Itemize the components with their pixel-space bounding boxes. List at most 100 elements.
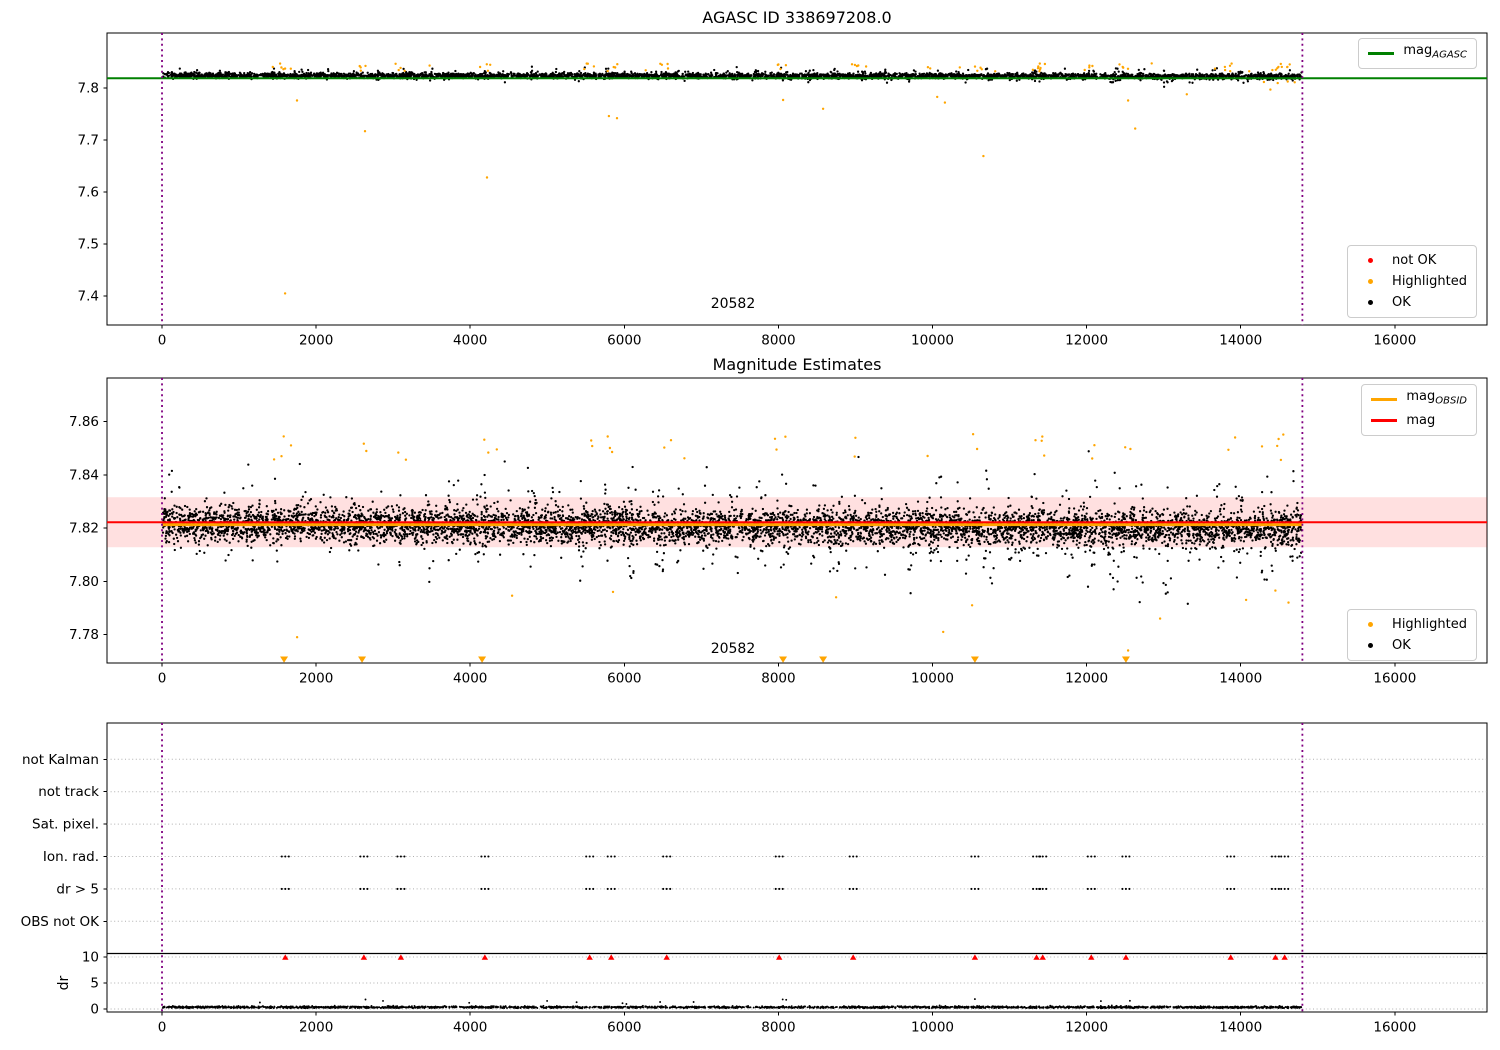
x-tick-label: 4000 xyxy=(453,333,487,349)
legend-line-sample xyxy=(1368,52,1395,55)
x-tick-label: 12000 xyxy=(1065,333,1108,349)
y-tick-label: 7.4 xyxy=(78,289,99,305)
highlighted-dot-icon xyxy=(1367,622,1373,627)
legend-row: magAGASC xyxy=(1368,43,1467,64)
mag-line-icon xyxy=(1371,419,1398,422)
flag-marker-not-ok xyxy=(776,954,783,960)
flag-marker-not-ok xyxy=(481,954,489,960)
mag-agasc-line-icon xyxy=(1368,52,1395,55)
legend-row: magOBSID xyxy=(1371,389,1467,410)
legend-dot-sample xyxy=(1357,643,1383,648)
legend-label: mag xyxy=(1406,412,1436,428)
x-tick-label: 10000 xyxy=(911,671,954,687)
x-tick-label: 8000 xyxy=(761,333,795,349)
x-tick-label: 16000 xyxy=(1373,333,1416,349)
clipped-low-marker xyxy=(358,656,367,663)
legend-mag-lines: magOBSID mag xyxy=(1361,384,1477,436)
dr-tick-label: 0 xyxy=(90,1002,99,1018)
legend-label: Highlighted xyxy=(1392,616,1467,632)
legend-label: magAGASC xyxy=(1403,43,1467,61)
panel2-title: Magnitude Estimates xyxy=(712,355,882,374)
flag-category-label: not track xyxy=(38,784,99,800)
flag-category-label: OBS not OK xyxy=(21,914,101,930)
x-tick-label: 8000 xyxy=(761,1020,795,1036)
flag-marker-not-ok xyxy=(1122,954,1130,960)
legend-row: OK xyxy=(1357,635,1467,656)
flag-category-label: not Kalman xyxy=(22,752,99,768)
flag-marker-ok xyxy=(280,855,1290,890)
flag-marker-not-ok xyxy=(1227,954,1234,960)
legend-row: not OK xyxy=(1357,250,1467,271)
y-tick-label: 7.86 xyxy=(69,414,99,430)
legend-mag-agasc: magAGASC xyxy=(1358,38,1477,69)
flag-marker-not-ok xyxy=(586,954,593,960)
x-tick-label: 2000 xyxy=(299,671,333,687)
x-tick-label: 16000 xyxy=(1373,1020,1416,1036)
y-tick-label: 7.7 xyxy=(78,133,99,149)
x-tick-label: 8000 xyxy=(761,671,795,687)
scatter-highlighted xyxy=(272,433,1290,652)
x-tick-label: 6000 xyxy=(607,333,641,349)
flag-marker-not-ok xyxy=(397,954,405,960)
x-tick-label: 14000 xyxy=(1219,333,1262,349)
y-tick-label: 7.6 xyxy=(78,185,99,201)
x-tick-label: 0 xyxy=(158,671,167,687)
panel1-title: AGASC ID 338697208.0 xyxy=(702,8,892,27)
flag-marker-not-ok xyxy=(360,954,368,960)
x-tick-label: 4000 xyxy=(453,1020,487,1036)
flag-marker-not-ok xyxy=(1039,954,1046,960)
legend-dot-sample xyxy=(1357,279,1383,284)
flag-category-label: Sat. pixel. xyxy=(32,817,99,833)
scatter-highlighted xyxy=(271,62,1296,295)
ok-dot-icon xyxy=(1367,300,1373,305)
legend-row: Highlighted xyxy=(1357,271,1467,292)
legend-label: magOBSID xyxy=(1406,389,1467,407)
flag-marker-not-ok xyxy=(663,954,670,960)
flag-category-label: dr > 5 xyxy=(56,881,99,897)
x-tick-label: 12000 xyxy=(1065,1020,1108,1036)
dr-tick-label: 10 xyxy=(82,950,99,966)
dr-scatter xyxy=(161,998,1303,1010)
y-tick-label: 7.5 xyxy=(78,237,99,253)
legend-dot-sample xyxy=(1357,258,1383,263)
x-tick-label: 10000 xyxy=(911,1020,954,1036)
legend-row: OK xyxy=(1357,292,1467,313)
clipped-low-marker xyxy=(478,656,487,663)
legend-row: mag xyxy=(1371,410,1467,431)
legend-label: OK xyxy=(1392,294,1411,310)
flag-marker-not-ok xyxy=(971,954,979,960)
flag-marker-not-ok xyxy=(1033,954,1040,960)
legend-dot-sample xyxy=(1357,300,1383,305)
legend-row: Highlighted xyxy=(1357,614,1467,635)
dr-tick-label: 5 xyxy=(90,976,99,992)
flag-marker-not-ok xyxy=(1272,954,1279,960)
flag-marker-not-ok xyxy=(282,954,289,960)
x-tick-label: 12000 xyxy=(1065,671,1108,687)
flag-marker-not-ok xyxy=(608,954,615,960)
axes-frame xyxy=(106,377,1488,664)
y-tick-label: 7.82 xyxy=(69,521,99,537)
panel2-obsid-annotation: 20582 xyxy=(710,640,756,657)
mag-obsid-line-icon xyxy=(1371,397,1398,402)
legend-point-status-panel1: not OK Highlighted OK xyxy=(1347,245,1477,318)
legend-dot-sample xyxy=(1357,622,1383,627)
y-tick-label: 7.80 xyxy=(69,574,99,590)
clipped-low-marker xyxy=(970,656,979,663)
legend-line-sample xyxy=(1371,397,1398,402)
legend-line-sample xyxy=(1371,419,1398,422)
x-tick-label: 6000 xyxy=(607,1020,641,1036)
clipped-low-marker xyxy=(280,656,289,663)
x-tick-label: 0 xyxy=(158,333,167,349)
axes-frame xyxy=(106,32,1488,326)
x-tick-label: 10000 xyxy=(911,333,954,349)
flag-category-label: Ion. rad. xyxy=(43,849,99,865)
x-tick-label: 2000 xyxy=(299,1020,333,1036)
x-tick-label: 2000 xyxy=(299,333,333,349)
legend-label: Highlighted xyxy=(1392,273,1467,289)
highlighted-dot-icon xyxy=(1367,279,1373,284)
legend-label: not OK xyxy=(1392,252,1437,268)
panel1-obsid-annotation: 20582 xyxy=(710,295,756,312)
x-tick-label: 16000 xyxy=(1373,671,1416,687)
